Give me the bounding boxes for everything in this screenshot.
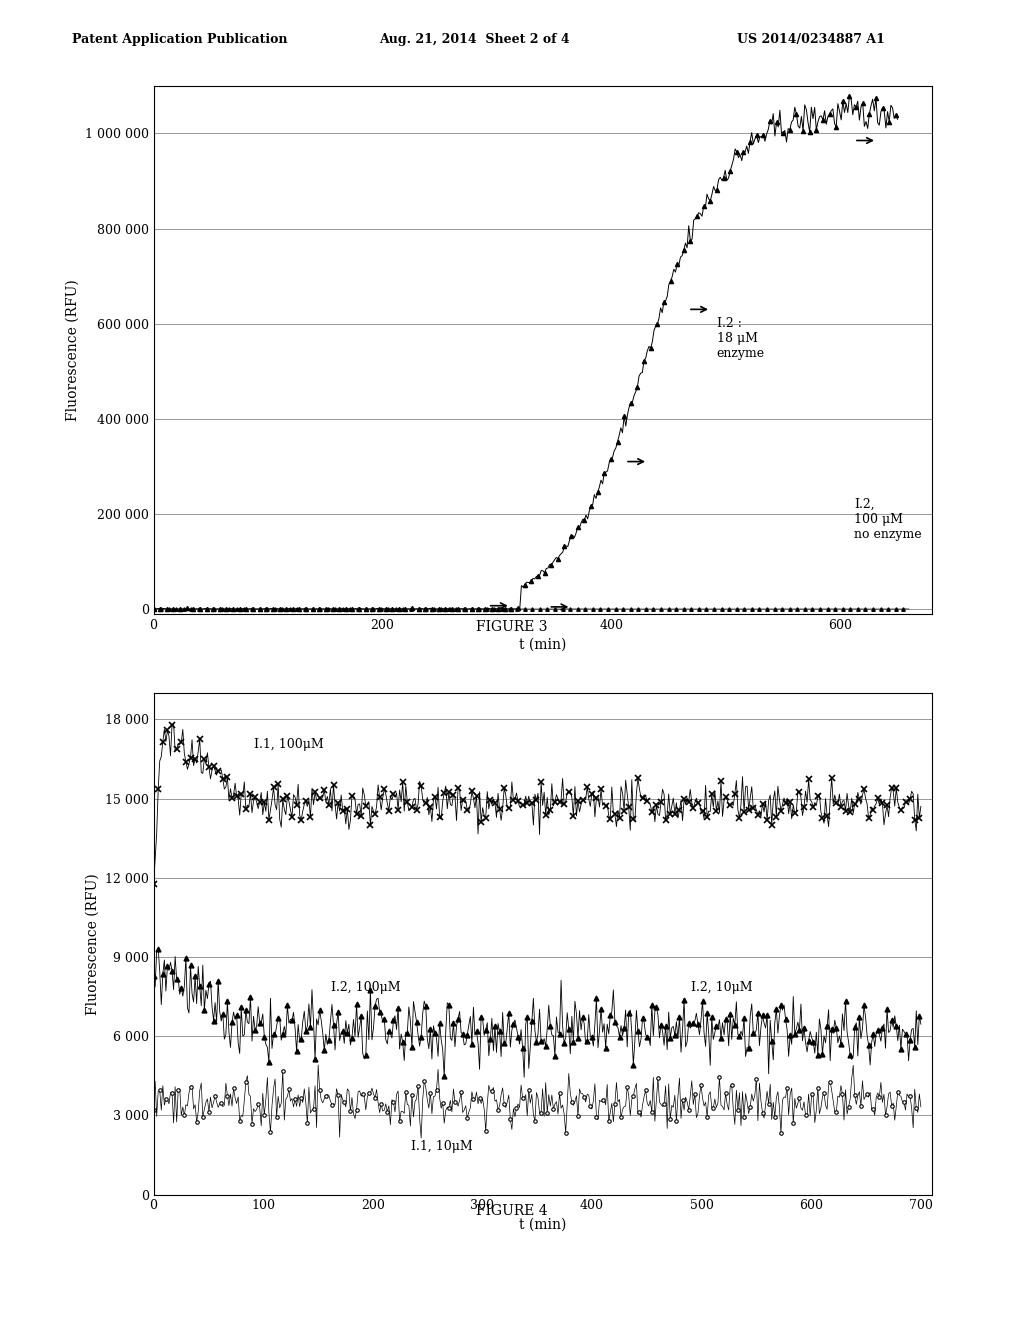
- Text: I.1, 100μM: I.1, 100μM: [254, 738, 325, 751]
- Text: FIGURE 4: FIGURE 4: [476, 1204, 548, 1218]
- X-axis label: t (min): t (min): [519, 638, 566, 651]
- Text: Patent Application Publication: Patent Application Publication: [72, 33, 287, 46]
- Y-axis label: Fluorescence (RFU): Fluorescence (RFU): [85, 873, 99, 1015]
- Y-axis label: Fluorescence (RFU): Fluorescence (RFU): [66, 279, 79, 421]
- Text: I.2, 100μM: I.2, 100μM: [331, 981, 400, 994]
- Text: I.2, 10μM: I.2, 10μM: [691, 981, 753, 994]
- Text: FIGURE 3: FIGURE 3: [476, 620, 548, 635]
- Text: US 2014/0234887 A1: US 2014/0234887 A1: [737, 33, 885, 46]
- Text: I.2 :
18 μM
enzyme: I.2 : 18 μM enzyme: [717, 317, 765, 360]
- Text: Aug. 21, 2014  Sheet 2 of 4: Aug. 21, 2014 Sheet 2 of 4: [379, 33, 569, 46]
- Text: I.2,
100 μM
no enzyme: I.2, 100 μM no enzyme: [854, 498, 922, 541]
- X-axis label: t (min): t (min): [519, 1218, 566, 1232]
- Text: I.1, 10μM: I.1, 10μM: [412, 1139, 473, 1152]
